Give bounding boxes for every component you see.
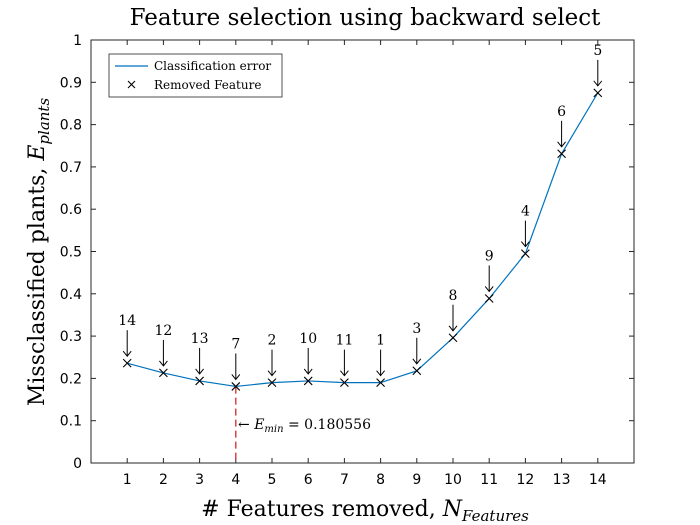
x-tick-label: 13	[553, 472, 571, 488]
y-tick-label: 0.9	[60, 75, 82, 91]
annotation-label: 12	[154, 323, 172, 339]
x-tick-label: 14	[589, 472, 607, 488]
removed-feature-marker	[303, 376, 313, 386]
annotation-label: 13	[191, 331, 209, 347]
y-tick-label: 0.1	[60, 414, 82, 430]
x-tick-label: 2	[159, 472, 168, 488]
annotation-label: 11	[335, 333, 353, 349]
x-tick-label: 12	[516, 472, 534, 488]
removed-feature-marker	[593, 88, 603, 98]
min-error-label: ← Emin = 0.180556	[238, 417, 371, 435]
x-tick-label: 7	[340, 472, 349, 488]
x-axis-label: # Features removed, NFeatures	[201, 497, 529, 525]
removed-feature-marker	[557, 149, 566, 159]
annotation-arrow	[303, 347, 313, 375]
x-tick-label: 3	[195, 472, 204, 488]
x-tick-label: 9	[412, 472, 421, 488]
annotation-arrow	[412, 337, 422, 365]
annotation-arrow	[122, 330, 132, 357]
annotation-arrow	[231, 353, 241, 381]
annotation-label: 5	[593, 43, 602, 59]
removed-feature-marker	[122, 358, 132, 368]
chart-title: Feature selection using backward select	[130, 5, 602, 31]
series-line-classification-error	[127, 92, 599, 388]
x-tick-label: 8	[376, 472, 385, 488]
annotation-arrow	[195, 347, 204, 375]
removed-feature-marker	[448, 333, 458, 343]
x-tick-label: 6	[304, 472, 313, 488]
annotation-arrow	[448, 304, 458, 332]
x-tick-label: 4	[231, 472, 240, 488]
annotation-label: 3	[412, 321, 421, 337]
plot-area	[90, 39, 635, 464]
removed-feature-marker	[267, 378, 277, 388]
annotation-label: 7	[231, 336, 240, 352]
legend-box	[108, 53, 283, 98]
annotation-label: 14	[118, 313, 136, 329]
y-tick-label: 0.8	[60, 118, 82, 134]
annotation-arrow	[340, 349, 349, 377]
y-tick-label: 0.4	[60, 287, 82, 303]
legend-marker-swatch	[127, 80, 136, 89]
annotation-label: 4	[521, 204, 530, 220]
removed-feature-marker	[231, 382, 241, 391]
annotation-label: 1	[376, 333, 385, 349]
annotation-label: 10	[299, 331, 317, 347]
x-tick-label: 5	[268, 472, 277, 488]
removed-feature-marker	[376, 378, 385, 388]
x-axis-ticks: 1 2 3 4 5 6 7 8 9 10 11 12 13 14	[123, 40, 607, 488]
annotation-arrow	[557, 120, 566, 148]
annotation-label: 2	[268, 333, 277, 349]
series-layer	[127, 92, 599, 388]
annotation-arrow	[484, 265, 494, 293]
removed-feature-marker	[521, 249, 530, 259]
y-tick-label: 0.2	[60, 371, 82, 387]
y-axis-ticks: 0 0.1 0.2 0.3 0.4 0.5 0.6 0.7 0.8 0.9 1	[60, 33, 634, 472]
annotation-label: 9	[485, 248, 494, 264]
marker-layer	[122, 88, 603, 391]
annotation-arrow	[159, 339, 168, 367]
x-tick-label: 11	[480, 472, 498, 488]
y-tick-label: 0	[73, 456, 82, 472]
y-tick-label: 0.7	[60, 160, 82, 176]
legend-series-label: Classification error	[154, 59, 271, 73]
x-tick-label: 1	[123, 472, 132, 488]
removed-feature-marker	[195, 376, 204, 386]
annotation-arrow	[267, 349, 277, 377]
removed-feature-marker	[340, 378, 349, 388]
y-tick-label: 0.3	[60, 329, 82, 345]
y-tick-label: 0.5	[60, 245, 82, 261]
annotation-arrow	[521, 220, 530, 248]
x-tick-label: 10	[444, 472, 462, 488]
removed-feature-marker	[412, 366, 422, 376]
y-tick-label: 0.6	[60, 202, 82, 218]
annotation-arrow	[376, 349, 385, 377]
removed-feature-marker	[484, 294, 494, 303]
annotation-label: 8	[449, 288, 458, 304]
annotation-arrow	[593, 59, 603, 87]
y-tick-label: 1	[73, 33, 82, 49]
legend: Classification error Removed Feature	[108, 53, 283, 98]
annotation-label: 6	[557, 104, 566, 120]
removed-feature-marker	[159, 368, 168, 378]
legend-marker-label: Removed Feature	[154, 78, 261, 92]
y-axis-label: Missclassified plants, Eplants	[25, 98, 53, 407]
